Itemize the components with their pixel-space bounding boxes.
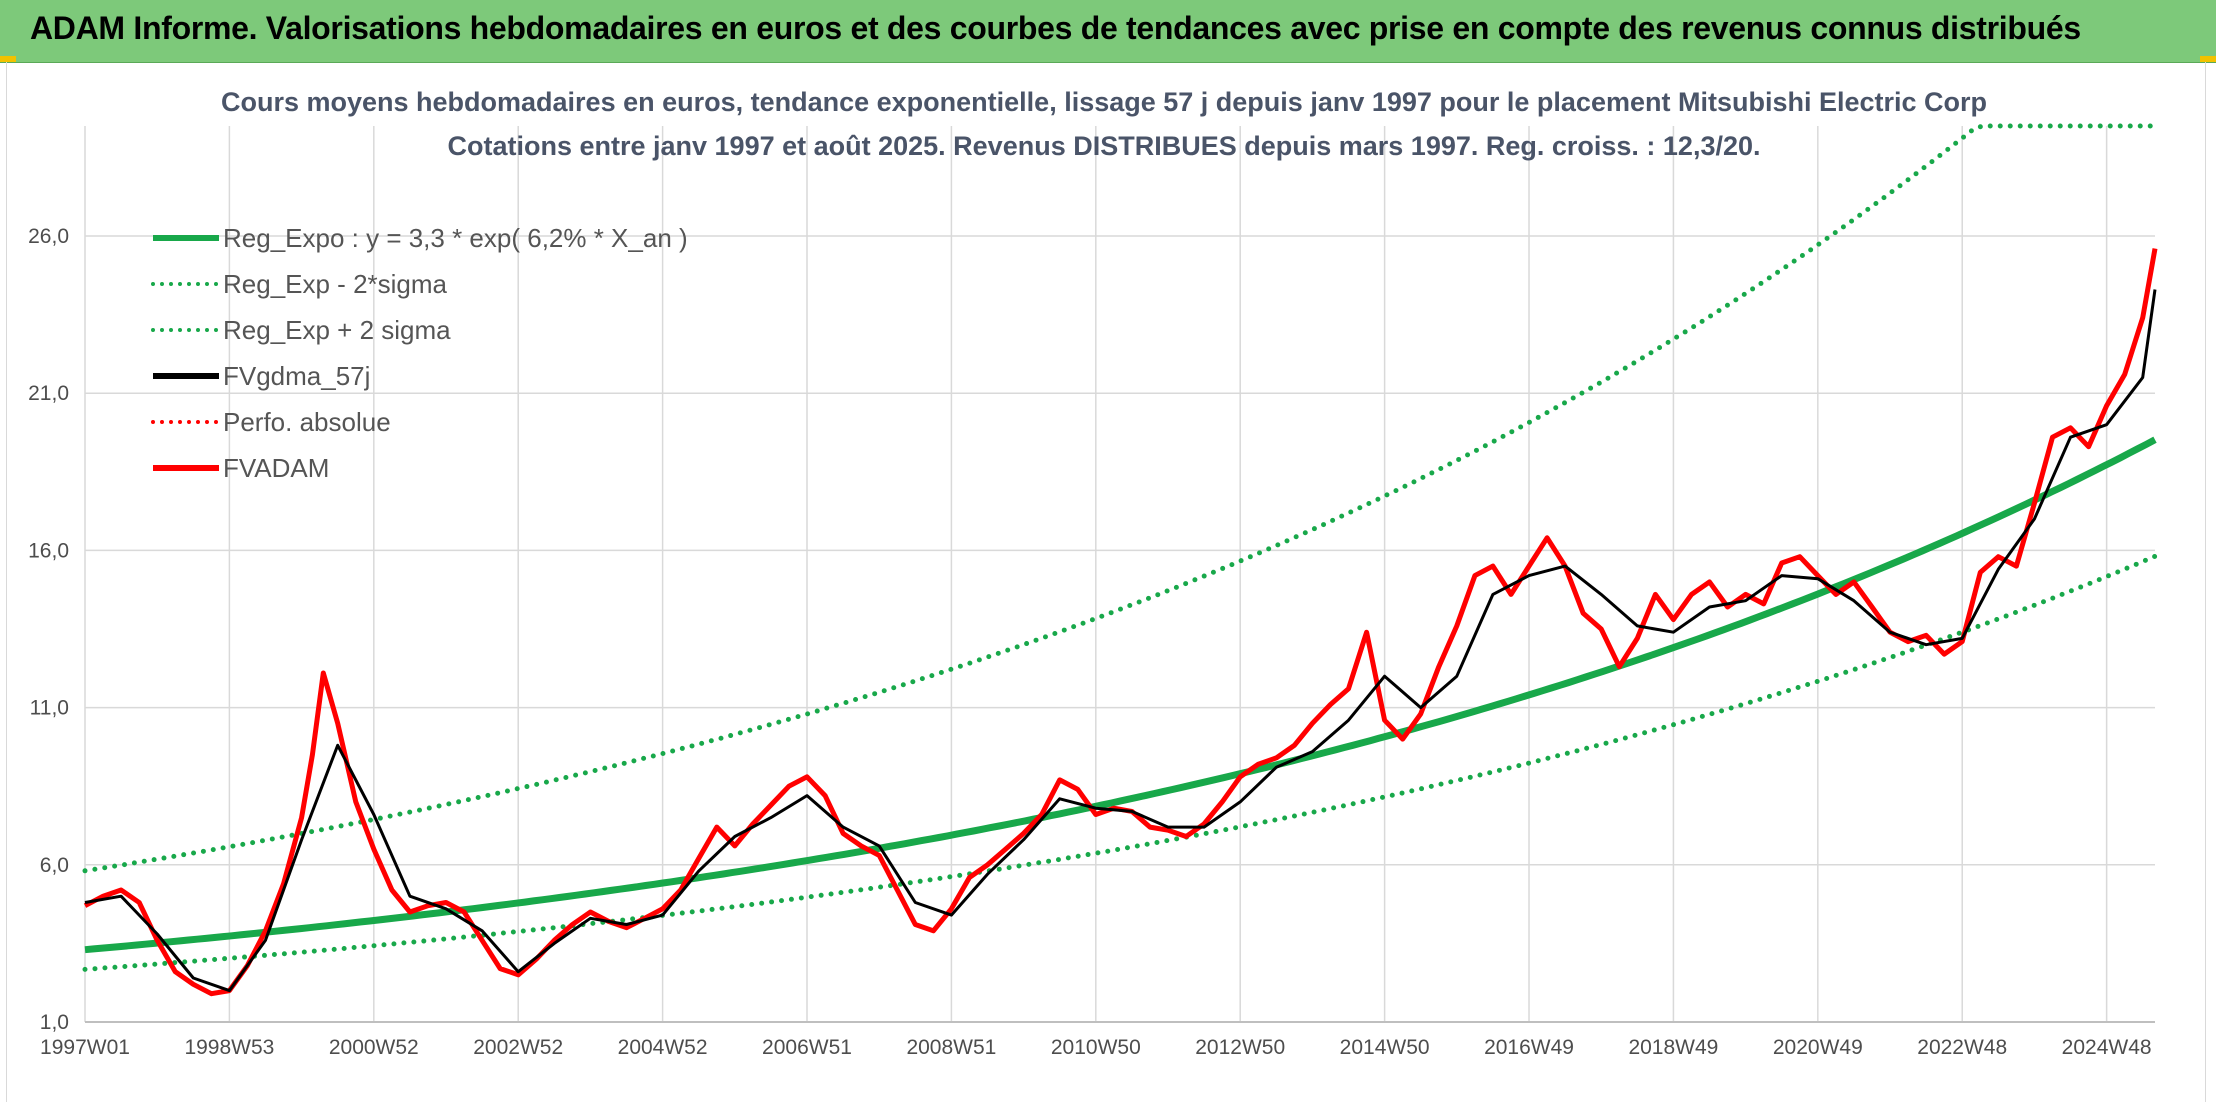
y-axis: 1,0 6,0 11,0 16,0 21,0 26,0 — [28, 225, 69, 1034]
x-tick-label: 2012W50 — [1195, 1036, 1285, 1059]
legend-item: Reg_Expo : y = 3,3 * exp( 6,2% * X_an ) — [153, 223, 688, 253]
x-tick-label: 1997W01 — [40, 1036, 130, 1059]
x-tick-label: 2014W50 — [1340, 1036, 1430, 1059]
legend-label: Reg_Expo : y = 3,3 * exp( 6,2% * X_an ) — [223, 223, 688, 253]
y-tick-label: 21,0 — [28, 382, 69, 405]
x-tick-label: 2010W50 — [1051, 1036, 1141, 1059]
legend-item: FVADAM — [153, 453, 329, 483]
series-reg-exp-minus-2-sigma — [82, 553, 2158, 972]
corner-marker-left — [0, 56, 16, 62]
chart-title-line-1: Cours moyens hebdomadaires en euros, ten… — [221, 87, 1987, 117]
legend-item: FVgdma_57j — [153, 361, 370, 391]
y-tick-label: 1,0 — [40, 1011, 69, 1034]
y-tick-label: 11,0 — [30, 697, 69, 720]
series-reg-exp-plus-2-sigma — [82, 123, 2158, 874]
series-fvadam — [83, 248, 2158, 997]
series-fvgdma-57j — [84, 289, 2157, 993]
legend-label: Reg_Exp - 2*sigma — [223, 269, 448, 299]
legend-item: Perfo. absolue — [151, 407, 391, 437]
legend-item: Reg_Exp + 2 sigma — [151, 315, 451, 345]
y-tick-label: 26,0 — [28, 225, 69, 248]
legend-label: Reg_Exp + 2 sigma — [223, 315, 451, 345]
x-tick-label: 2018W49 — [1628, 1036, 1718, 1059]
x-tick-label: 2016W49 — [1484, 1036, 1574, 1059]
gridlines — [84, 126, 2155, 1023]
legend-item: Reg_Exp - 2*sigma — [151, 269, 448, 299]
x-tick-label: 2006W51 — [762, 1036, 852, 1059]
x-tick-label: 2022W48 — [1917, 1036, 2007, 1059]
x-axis: 1997W01 1998W53 2000W52 2002W52 2004W52 2006W… — [40, 1021, 2155, 1059]
line-chart: Cours moyens hebdomadaires en euros, ten… — [28, 87, 2158, 1059]
chart-title-line-2: Cotations entre janv 1997 et août 2025. … — [447, 131, 1760, 161]
legend-label: Perfo. absolue — [223, 407, 391, 437]
page-title: ADAM Informe. Valorisations hebdomadaire… — [30, 10, 2081, 46]
plot-area — [82, 123, 2158, 997]
header-banner: ADAM Informe. Valorisations hebdomadaire… — [0, 0, 2216, 63]
x-tick-label: 1998W53 — [184, 1036, 274, 1059]
x-tick-label: 2020W49 — [1773, 1036, 1863, 1059]
y-tick-label: 6,0 — [40, 854, 69, 877]
x-tick-label: 2008W51 — [906, 1036, 996, 1059]
y-tick-label: 16,0 — [28, 539, 69, 562]
x-tick-label: 2024W48 — [2062, 1036, 2152, 1059]
legend: Reg_Expo : y = 3,3 * exp( 6,2% * X_an ) R… — [151, 223, 688, 483]
corner-marker-right — [2200, 56, 2216, 62]
x-tick-label: 2004W52 — [618, 1036, 708, 1059]
legend-label: FVADAM — [223, 453, 329, 483]
x-tick-label: 2000W52 — [329, 1036, 419, 1059]
legend-label: FVgdma_57j — [223, 361, 370, 391]
series-reg-expo — [84, 436, 2157, 954]
chart-frame: Cours moyens hebdomadaires en euros, ten… — [6, 62, 2206, 1102]
x-tick-label: 2002W52 — [473, 1036, 563, 1059]
